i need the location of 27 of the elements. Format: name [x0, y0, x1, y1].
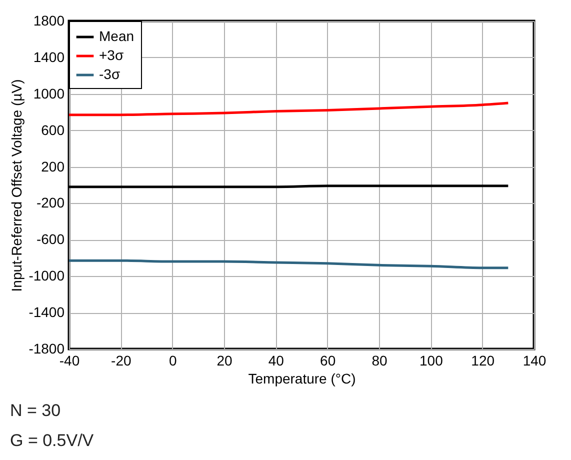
x-tick-label: 60	[320, 352, 336, 368]
x-tick-label: 80	[372, 352, 388, 368]
x-tick-label: -20	[111, 352, 132, 368]
x-tick-label: 40	[268, 352, 284, 368]
y-tick-label: 200	[41, 158, 65, 174]
legend-label: -3σ	[99, 66, 120, 82]
y-axis-title: Input-Referred Offset Voltage (µV)	[8, 79, 25, 292]
y-tick-label: 600	[41, 122, 65, 138]
y-tick-label: -600	[36, 231, 65, 248]
x-tick-label: 20	[216, 352, 232, 368]
x-tick-label: 120	[471, 352, 495, 368]
legend-label: +3σ	[99, 47, 124, 63]
line-series	[68, 102, 510, 116]
x-tick-label: 140	[522, 352, 546, 368]
x-tick-label: 100	[419, 352, 444, 368]
line-series	[68, 259, 510, 270]
y-tick-label: -200	[36, 194, 65, 211]
y-tick-label: 1000	[33, 85, 65, 102]
x-axis-title: Temperature (°C)	[248, 370, 356, 386]
y-tick-label: -1000	[28, 268, 65, 284]
text: N = 30	[10, 401, 62, 421]
y-tick-label: 1800	[33, 12, 65, 28]
y-tick-label: -1400	[28, 304, 65, 320]
x-tick-label: 0	[168, 352, 177, 368]
legend-label: Mean	[99, 28, 134, 44]
y-tick-label: 1400	[33, 48, 65, 65]
text: G = 0.5V/V	[10, 431, 95, 451]
